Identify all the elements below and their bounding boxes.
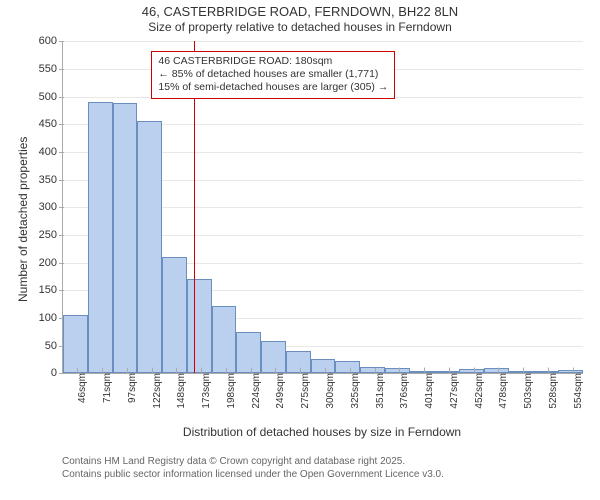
y-tick-label: 600 <box>39 35 63 47</box>
footer-line-1: Contains HM Land Registry data © Crown c… <box>62 455 600 468</box>
x-tick-label: 198sqm <box>224 373 237 409</box>
histogram-bar <box>162 257 187 373</box>
histogram-bar <box>88 102 113 373</box>
histogram-bar <box>236 332 261 374</box>
y-tick-label: 550 <box>39 63 63 75</box>
footer-attribution: Contains HM Land Registry data © Crown c… <box>0 455 600 481</box>
histogram-bar <box>63 315 88 373</box>
x-tick-label: 97sqm <box>125 373 138 403</box>
x-tick-label: 122sqm <box>150 373 163 409</box>
plot-area: 05010015020025030035040045050055060046sq… <box>62 41 583 374</box>
x-tick-label: 224sqm <box>249 373 262 409</box>
x-tick-label: 275sqm <box>298 373 311 409</box>
x-tick-label: 325sqm <box>348 373 361 409</box>
y-tick-label: 50 <box>45 340 63 352</box>
annotation-line: ← 85% of detached houses are smaller (1,… <box>158 68 388 81</box>
y-tick-label: 300 <box>39 201 63 213</box>
title-line-1: 46, CASTERBRIDGE ROAD, FERNDOWN, BH22 8L… <box>0 4 600 20</box>
y-tick-label: 400 <box>39 146 63 158</box>
y-tick-label: 250 <box>39 229 63 241</box>
gridline <box>63 41 583 42</box>
y-tick-label: 100 <box>39 312 63 324</box>
x-tick-label: 478sqm <box>496 373 509 409</box>
x-tick-label: 427sqm <box>447 373 460 409</box>
x-tick-label: 249sqm <box>273 373 286 409</box>
chart-container: 0 50 100 150 200 250 300 350 400 450 500 550 600 46sq… <box>0 35 600 455</box>
x-tick-label: 46sqm <box>75 373 88 403</box>
y-tick-label: 200 <box>39 257 63 269</box>
x-tick-label: 528sqm <box>546 373 559 409</box>
footer-line-2: Contains public sector information licen… <box>62 468 600 481</box>
title-line-2: Size of property relative to detached ho… <box>0 20 600 35</box>
y-tick-label: 500 <box>39 91 63 103</box>
y-axis-label: Number of detached properties <box>16 137 30 302</box>
x-tick-label: 173sqm <box>199 373 212 409</box>
chart-title-block: 46, CASTERBRIDGE ROAD, FERNDOWN, BH22 8L… <box>0 0 600 35</box>
histogram-bar <box>261 341 286 373</box>
x-tick-label: 503sqm <box>521 373 534 409</box>
y-tick-label: 350 <box>39 174 63 186</box>
annotation-line: 46 CASTERBRIDGE ROAD: 180sqm <box>158 55 388 68</box>
histogram-bar <box>311 359 336 373</box>
y-tick-label: 150 <box>39 284 63 296</box>
annotation-line: 15% of semi-detached houses are larger (… <box>158 81 388 94</box>
x-tick-label: 401sqm <box>422 373 435 409</box>
histogram-bar <box>212 306 237 374</box>
y-tick-label: 450 <box>39 118 63 130</box>
histogram-bar <box>335 361 360 373</box>
x-tick-label: 554sqm <box>571 373 584 409</box>
annotation-box: 46 CASTERBRIDGE ROAD: 180sqm← 85% of det… <box>151 51 395 98</box>
histogram-bar <box>187 279 212 373</box>
x-tick-label: 71sqm <box>100 373 113 403</box>
x-tick-label: 300sqm <box>323 373 336 409</box>
x-tick-label: 376sqm <box>397 373 410 409</box>
x-tick-label: 148sqm <box>174 373 187 409</box>
y-tick-label: 0 <box>51 367 63 379</box>
histogram-bar <box>113 103 138 373</box>
histogram-bar <box>286 351 311 373</box>
x-tick-label: 452sqm <box>472 373 485 409</box>
x-axis-label: Distribution of detached houses by size … <box>62 425 582 439</box>
x-tick-label: 351sqm <box>373 373 386 409</box>
histogram-bar <box>137 121 162 373</box>
